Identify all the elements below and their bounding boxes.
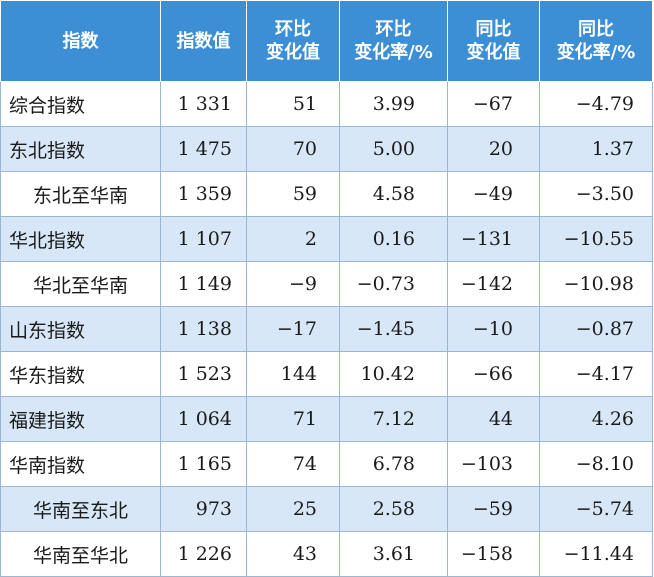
cell-yoy-rate: −10.98	[539, 261, 653, 307]
table-row: 华南至华北 1 226 43 3.61 −158 −11.44	[0, 531, 653, 577]
cell-index-name: 东北至华南	[0, 171, 161, 217]
cell-mom-change: 25	[246, 486, 340, 532]
table-row: 华南指数 1 165 74 6.78 −103 −8.10	[0, 441, 653, 487]
cell-index-value: 1 359	[160, 171, 247, 217]
header-yoy-change: 同比 变化值	[447, 0, 540, 82]
cell-index-name: 华北指数	[0, 216, 161, 262]
cell-yoy-rate: −8.10	[539, 441, 653, 487]
header-index-value: 指数值	[160, 0, 247, 82]
header-yoy-rate: 同比 变化率/%	[539, 0, 653, 82]
cell-yoy-rate: −4.79	[539, 81, 653, 127]
cell-index-name: 华南至东北	[0, 486, 161, 532]
cell-yoy-change: −59	[447, 486, 540, 532]
cell-index-value: 1 107	[160, 216, 247, 262]
cell-mom-rate: 0.16	[339, 216, 448, 262]
cell-index-name: 山东指数	[0, 306, 161, 352]
cell-mom-rate: 7.12	[339, 396, 448, 442]
cell-yoy-change: −49	[447, 171, 540, 217]
cell-yoy-rate: 4.26	[539, 396, 653, 442]
cell-index-value: 1 165	[160, 441, 247, 487]
cell-index-name: 华东指数	[0, 351, 161, 397]
cell-mom-change: 71	[246, 396, 340, 442]
cell-yoy-rate: −4.17	[539, 351, 653, 397]
cell-mom-change: 51	[246, 81, 340, 127]
cell-mom-rate: −1.45	[339, 306, 448, 352]
cell-mom-change: 59	[246, 171, 340, 217]
header-row: 指数 指数值 环比 变化值 环比 变化率/% 同比 变化值 同比 变化率/%	[0, 0, 653, 82]
cell-yoy-rate: 1.37	[539, 126, 653, 172]
cell-mom-rate: 3.99	[339, 81, 448, 127]
cell-yoy-change: 20	[447, 126, 540, 172]
cell-yoy-rate: −10.55	[539, 216, 653, 262]
table-body: 综合指数 1 331 51 3.99 −67 −4.79 东北指数 1 475 70 5.00 20…	[0, 81, 653, 577]
cell-mom-rate: 4.58	[339, 171, 448, 217]
table-row: 综合指数 1 331 51 3.99 −67 −4.79	[0, 81, 653, 127]
table-row: 华北至华南 1 149 −9 −0.73 −142 −10.98	[0, 261, 653, 307]
cell-yoy-change: −142	[447, 261, 540, 307]
cell-index-value: 1 523	[160, 351, 247, 397]
cell-index-name: 东北指数	[0, 126, 161, 172]
table-row: 福建指数 1 064 71 7.12 44 4.26	[0, 396, 653, 442]
table-header: 指数 指数值 环比 变化值 环比 变化率/% 同比 变化值 同比 变化率/%	[0, 0, 653, 82]
cell-mom-change: 70	[246, 126, 340, 172]
table-row: 华北指数 1 107 2 0.16 −131 −10.55	[0, 216, 653, 262]
cell-yoy-rate: −0.87	[539, 306, 653, 352]
cell-index-name: 福建指数	[0, 396, 161, 442]
cell-mom-change: 2	[246, 216, 340, 262]
table-row: 东北至华南 1 359 59 4.58 −49 −3.50	[0, 171, 653, 217]
cell-mom-rate: 2.58	[339, 486, 448, 532]
cell-mom-rate: 5.00	[339, 126, 448, 172]
cell-index-value: 1 331	[160, 81, 247, 127]
cell-index-value: 1 149	[160, 261, 247, 307]
cell-index-name: 华南至华北	[0, 531, 161, 577]
cell-yoy-change: −10	[447, 306, 540, 352]
cell-yoy-change: 44	[447, 396, 540, 442]
cell-yoy-change: −131	[447, 216, 540, 262]
cell-yoy-rate: −11.44	[539, 531, 653, 577]
cell-mom-change: −17	[246, 306, 340, 352]
cell-mom-change: 144	[246, 351, 340, 397]
table-row: 华南至东北 973 25 2.58 −59 −5.74	[0, 486, 653, 532]
cell-mom-change: −9	[246, 261, 340, 307]
cell-yoy-rate: −5.74	[539, 486, 653, 532]
cell-mom-rate: 10.42	[339, 351, 448, 397]
cell-mom-change: 74	[246, 441, 340, 487]
cell-mom-rate: 6.78	[339, 441, 448, 487]
cell-mom-rate: 3.61	[339, 531, 448, 577]
header-mom-rate: 环比 变化率/%	[339, 0, 448, 82]
cell-index-value: 1 064	[160, 396, 247, 442]
cell-index-value: 1 226	[160, 531, 247, 577]
cell-index-name: 综合指数	[0, 81, 161, 127]
header-mom-change: 环比 变化值	[246, 0, 340, 82]
cell-yoy-rate: −3.50	[539, 171, 653, 217]
table-row: 东北指数 1 475 70 5.00 20 1.37	[0, 126, 653, 172]
cell-mom-change: 43	[246, 531, 340, 577]
table-row: 华东指数 1 523 144 10.42 −66 −4.17	[0, 351, 653, 397]
cell-index-name: 华北至华南	[0, 261, 161, 307]
cell-yoy-change: −158	[447, 531, 540, 577]
cell-yoy-change: −103	[447, 441, 540, 487]
cell-yoy-change: −67	[447, 81, 540, 127]
cell-yoy-change: −66	[447, 351, 540, 397]
cell-mom-rate: −0.73	[339, 261, 448, 307]
cell-index-value: 1 138	[160, 306, 247, 352]
cell-index-value: 973	[160, 486, 247, 532]
cell-index-value: 1 475	[160, 126, 247, 172]
table-row: 山东指数 1 138 −17 −1.45 −10 −0.87	[0, 306, 653, 352]
header-index-name: 指数	[0, 0, 161, 82]
cell-index-name: 华南指数	[0, 441, 161, 487]
